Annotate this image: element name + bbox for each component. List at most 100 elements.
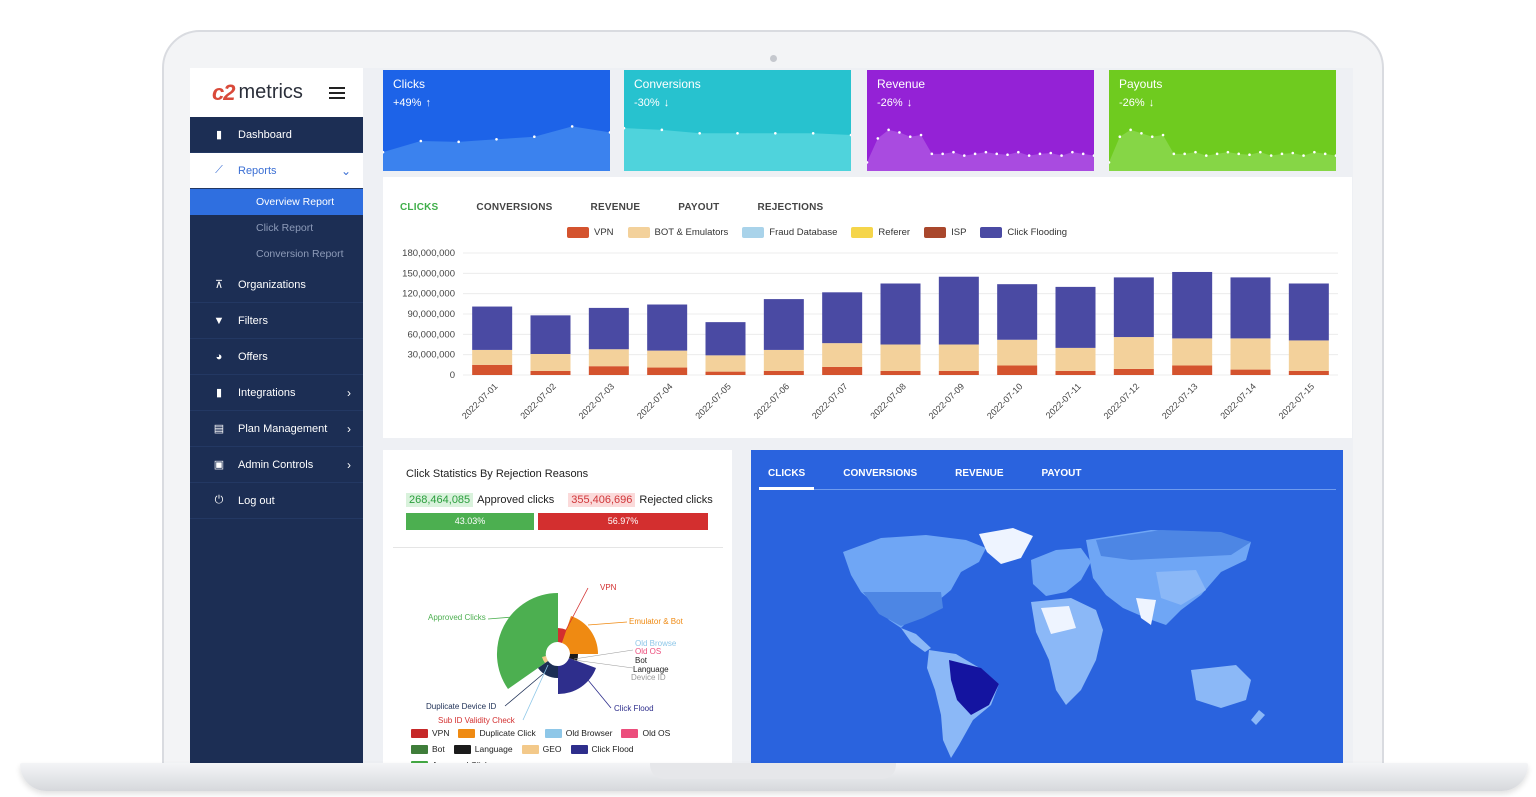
pie-legend-item[interactable]: Bot xyxy=(411,741,445,757)
bar-segment xyxy=(822,292,863,344)
y-tick-label: 60,000,000 xyxy=(407,329,455,340)
sidebar-item-offers[interactable]: ◕ Offers xyxy=(190,339,363,375)
legend-label: Duplicate Click xyxy=(479,728,536,738)
sparkline-point xyxy=(774,131,777,135)
sidebar-item-label: Admin Controls xyxy=(238,458,314,471)
sparkline-point xyxy=(811,131,815,135)
map-russia xyxy=(1096,530,1251,560)
sidebar-subitem-conversion-report[interactable]: Conversion Report xyxy=(256,248,344,260)
map-brazil xyxy=(949,660,999,715)
map-tab-clicks[interactable]: CLICKS xyxy=(759,468,815,490)
legend-label: Bot xyxy=(432,744,445,754)
chart-legend: VPN BOT & Emulators Fraud Database Referer I… xyxy=(553,227,1067,238)
pie-legend-item[interactable]: Approved Clicks xyxy=(411,757,493,764)
stat-card-conversions[interactable]: Conversions -30% ↓ xyxy=(624,70,851,171)
pie-legend-item[interactable]: GEO xyxy=(521,741,562,757)
pie-slice-duplicate xyxy=(538,661,558,679)
sidebar-subitem-click-report[interactable]: Click Report xyxy=(256,222,314,234)
stat-card-delta-value: +49% xyxy=(393,97,422,109)
rejected-count: 355,406,696 xyxy=(568,493,636,507)
map-india xyxy=(1136,598,1156,625)
sidebar-item-reports[interactable]: ⟋ Reports ⌄ xyxy=(190,153,363,189)
sidebar-subitem-overview-report[interactable]: Overview Report xyxy=(190,189,363,215)
legend-label[interactable]: Click Flooding xyxy=(1007,227,1068,238)
bar-segment xyxy=(1172,271,1213,339)
stat-card-label: Conversions xyxy=(634,77,701,91)
pie-legend-item[interactable]: Duplicate Click xyxy=(458,725,536,741)
briefcase-icon: ▣ xyxy=(213,459,225,471)
sidebar-item-logout[interactable]: ⏻ Log out xyxy=(190,483,363,519)
pie-legend-item[interactable]: Old OS xyxy=(621,725,670,741)
logo-mark: c2 xyxy=(212,79,236,105)
x-tick-label: 2022-07-05 xyxy=(693,381,733,421)
legend-swatch[interactable] xyxy=(567,227,589,238)
legend-label[interactable]: VPN xyxy=(594,227,614,238)
map-tab-payout[interactable]: PAYOUT xyxy=(1041,468,1082,479)
sparkline xyxy=(383,125,610,171)
sidebar-item-filters[interactable]: ▼ Filters xyxy=(190,303,363,339)
stat-card-revenue[interactable]: Revenue -26% ↓ xyxy=(867,70,1094,171)
legend-swatch[interactable] xyxy=(924,227,947,238)
sparkline-point xyxy=(495,137,498,141)
legend-label[interactable]: Fraud Database xyxy=(769,227,838,238)
sparkline-point xyxy=(1049,151,1053,155)
chevron-right-icon: › xyxy=(347,385,351,400)
pie-icon: ◕ xyxy=(215,350,223,363)
pie-legend-item[interactable]: Click Flood xyxy=(570,741,634,757)
map-tab-revenue[interactable]: REVENUE xyxy=(955,468,1004,479)
pie-legend-item[interactable]: Old Browser xyxy=(544,725,612,741)
logo[interactable]: c2 metrics xyxy=(190,68,363,117)
sparkline-point xyxy=(1313,150,1316,154)
bar-segment xyxy=(705,355,746,372)
bar-segment xyxy=(763,370,804,375)
legend-swatch[interactable] xyxy=(742,227,765,238)
bar-segment xyxy=(1172,365,1213,375)
sidebar-item-plan-management[interactable]: ▤ Plan Management › xyxy=(190,411,363,447)
tab-revenue[interactable]: REVENUE xyxy=(590,202,641,213)
tab-rejections[interactable]: REJECTIONS xyxy=(757,202,824,213)
sidebar-item-admin-controls[interactable]: ▣ Admin Controls › xyxy=(190,447,363,483)
pie-legend-item[interactable]: VPN xyxy=(411,725,449,741)
legend-label[interactable]: BOT & Emulators xyxy=(654,227,729,238)
map-tab-conversions[interactable]: CONVERSIONS xyxy=(843,468,918,479)
stat-card-label: Clicks xyxy=(393,77,425,91)
legend-label[interactable]: ISP xyxy=(951,227,967,238)
sparkline-area xyxy=(383,126,610,171)
map-tabs: CLICKS CONVERSIONS REVENUE PAYOUT xyxy=(759,468,1336,490)
sparkline-point xyxy=(1161,133,1165,137)
sidebar-item-dashboard[interactable]: ▮ Dashboard xyxy=(190,117,363,153)
tab-conversions[interactable]: CONVERSIONS xyxy=(476,202,553,213)
logo-text: metrics xyxy=(238,81,303,103)
world-map-panel: CLICKS CONVERSIONS REVENUE PAYOUT xyxy=(751,450,1343,764)
bar-segment xyxy=(588,349,629,367)
sparkline-point xyxy=(1194,150,1197,154)
legend-swatch[interactable] xyxy=(851,227,874,238)
tab-payout[interactable]: PAYOUT xyxy=(678,202,720,213)
bar-segment xyxy=(1230,338,1271,370)
legend-swatch[interactable] xyxy=(980,227,1003,238)
bar-segment xyxy=(1113,277,1154,338)
sparkline-point xyxy=(849,133,851,137)
sidebar-item-organizations[interactable]: ⊼ Organizations xyxy=(190,267,363,303)
bar-segment xyxy=(1055,286,1096,348)
tab-clicks[interactable]: CLICKS xyxy=(400,202,439,213)
sparkline-area xyxy=(1109,129,1336,171)
legend-swatch[interactable] xyxy=(627,227,650,238)
bar-segment xyxy=(1288,370,1329,375)
sidebar-item-integrations[interactable]: ▮ Integrations › xyxy=(190,375,363,411)
bar-segment xyxy=(1230,369,1271,375)
legend-swatch xyxy=(411,728,428,738)
sparkline-point xyxy=(1118,135,1122,139)
sparkline-area xyxy=(867,129,1094,171)
stat-card-payouts[interactable]: Payouts -26% ↓ xyxy=(1109,70,1336,171)
legend-label[interactable]: Referer xyxy=(878,227,911,238)
hamburger-menu-icon[interactable] xyxy=(329,87,345,99)
pie-legend-item[interactable]: Language xyxy=(453,741,513,757)
sparkline-point xyxy=(1006,153,1009,157)
sparkline-point xyxy=(570,125,574,128)
sidebar-item-label: Dashboard xyxy=(238,128,292,141)
stat-card-clicks[interactable]: Clicks +49% ↑ xyxy=(383,70,610,171)
legend-label: VPN xyxy=(432,728,450,738)
pie-label-emulator: Emulator & Bot xyxy=(629,617,684,626)
legend-label: Approved Clicks xyxy=(432,760,493,764)
